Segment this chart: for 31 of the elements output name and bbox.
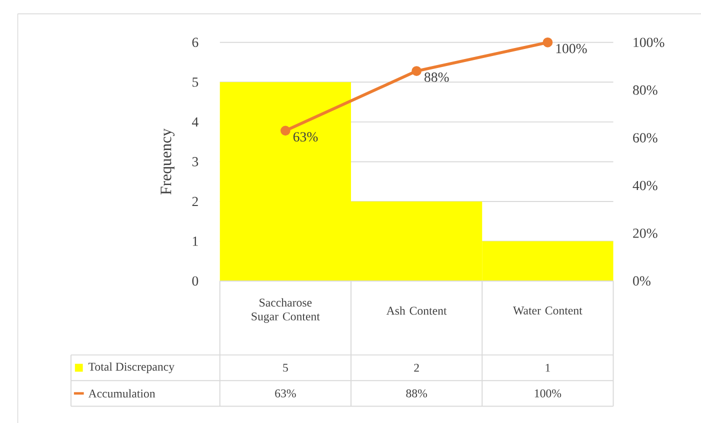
text: 88%	[424, 72, 449, 82]
data-label: 100%	[534, 389, 562, 398]
y2-tick-label: 40%	[632, 180, 658, 190]
data-label: 1	[546, 364, 550, 372]
data-label: 63%	[275, 389, 296, 398]
data-label: 2	[414, 364, 419, 372]
y2-tick-label: 100%	[634, 38, 664, 48]
y2-tick-label: 60%	[633, 133, 658, 143]
y-tick-label: 3	[192, 157, 198, 166]
x-tick-label: Ash Content	[386, 306, 447, 315]
point	[412, 66, 422, 76]
text: 100%	[556, 44, 587, 54]
y-axis-title: Frequency	[160, 128, 174, 195]
data-label: 88%	[406, 389, 427, 398]
legend-label: Total Discrepancy	[88, 362, 174, 374]
legend-label: Accumulation	[88, 389, 156, 398]
y2-tick-label: 20%	[633, 228, 658, 238]
x-tick-label: Saccharose Sugar Content	[252, 298, 320, 323]
text: 63%	[293, 132, 318, 142]
y2-tick-label: 80%	[633, 85, 658, 95]
y-tick-label: 1	[192, 236, 198, 246]
y-tick-label: 0	[192, 276, 198, 286]
data-label: 5	[283, 364, 288, 372]
x-tick-label: Water Content	[513, 306, 582, 315]
point	[280, 126, 290, 136]
point	[542, 37, 553, 48]
y-tick-label: 2	[192, 196, 198, 206]
y2-tick-label: 0%	[633, 276, 650, 286]
y-tick-label: 5	[192, 78, 198, 87]
y-tick-label: 4	[192, 117, 198, 126]
y-tick-label: 6	[192, 38, 198, 48]
